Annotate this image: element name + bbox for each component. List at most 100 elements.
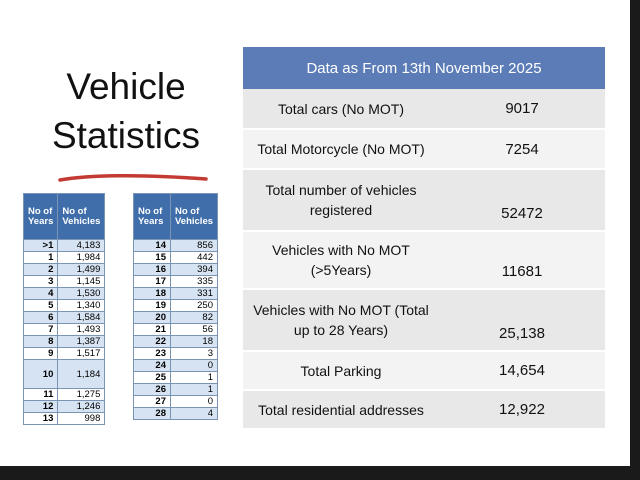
stats-row: Total cars (No MOT) 9017 xyxy=(243,89,605,130)
table-row: 11 1,275 xyxy=(22,388,106,401)
year-cell: 3 xyxy=(22,275,59,288)
year-cell: 15 xyxy=(133,251,171,264)
table-row: 5 1,340 xyxy=(22,299,106,312)
stats-value: 11681 xyxy=(439,231,605,290)
count-cell: 1 xyxy=(169,383,219,396)
table-row: 19 250 xyxy=(133,299,219,312)
year-cell: 25 xyxy=(133,371,171,384)
stats-label: Total Motorcycle (No MOT) xyxy=(243,129,439,170)
count-cell: 1,584 xyxy=(57,311,106,324)
stats-row: Total Parking 14,654 xyxy=(243,351,605,391)
year-cell: 11 xyxy=(22,388,59,401)
stats-value: 9017 xyxy=(439,89,605,130)
title-line-2: Statistics xyxy=(51,115,201,156)
count-cell: 856 xyxy=(169,239,219,252)
count-cell: 1,275 xyxy=(57,388,106,401)
table-row: 16 394 xyxy=(133,263,219,276)
table-row: >1 4,183 xyxy=(22,239,106,252)
count-cell: 0 xyxy=(169,359,219,372)
year-cell: 22 xyxy=(133,335,171,348)
stats-label: Vehicles with No MOT (Total up to 28 Yea… xyxy=(243,289,439,352)
count-cell: 1 xyxy=(169,371,219,384)
count-cell: 4,183 xyxy=(57,239,106,252)
table-row: 27 0 xyxy=(133,395,219,408)
year-cell: >1 xyxy=(22,239,59,252)
stats-value: 25,138 xyxy=(439,289,605,352)
year-cell: 17 xyxy=(133,275,171,288)
table-row: 14 856 xyxy=(133,239,219,252)
table-row: 23 3 xyxy=(133,347,219,360)
count-cell: 1,184 xyxy=(57,359,106,389)
title-line-1: Vehicle xyxy=(66,66,186,107)
table-row: 7 1,493 xyxy=(22,323,106,336)
table-row: 26 1 xyxy=(133,383,219,396)
year-cell: 12 xyxy=(22,400,59,413)
table-row: 8 1,387 xyxy=(22,335,106,348)
count-cell: 1,984 xyxy=(57,251,106,264)
year-cell: 8 xyxy=(22,335,59,348)
table-row: 3 1,145 xyxy=(22,275,106,288)
stats-value: 7254 xyxy=(439,129,605,170)
count-cell: 250 xyxy=(169,299,219,312)
stats-label: Total cars (No MOT) xyxy=(243,89,439,130)
table-row: 10 1,184 xyxy=(22,359,106,389)
count-cell: 1,145 xyxy=(57,275,106,288)
year-cell: 4 xyxy=(22,287,59,300)
count-cell: 998 xyxy=(57,412,106,425)
table-row: 4 1,530 xyxy=(22,287,106,300)
count-cell: 1,530 xyxy=(57,287,106,300)
year-cell: 27 xyxy=(133,395,171,408)
table-row: 20 82 xyxy=(133,311,219,324)
table-row: 1 1,984 xyxy=(22,251,106,264)
year-cell: 7 xyxy=(22,323,59,336)
header-no-of-vehicles: No of Vehicles xyxy=(169,193,219,240)
count-cell: 18 xyxy=(169,335,219,348)
vehicle-age-table-right: No of Years No of Vehicles 14 856 15 442 1… xyxy=(133,193,219,420)
stats-row: Total number of vehicles registered 52472 xyxy=(243,169,605,232)
stats-row: Total Motorcycle (No MOT) 7254 xyxy=(243,129,605,170)
year-cell: 9 xyxy=(22,347,59,360)
count-cell: 331 xyxy=(169,287,219,300)
count-cell: 0 xyxy=(169,395,219,408)
year-cell: 16 xyxy=(133,263,171,276)
table-row: 24 0 xyxy=(133,359,219,372)
stats-row: Vehicles with No MOT (Total up to 28 Yea… xyxy=(243,289,605,352)
stats-label: Total number of vehicles registered xyxy=(243,169,439,232)
year-cell: 6 xyxy=(22,311,59,324)
count-cell: 1,517 xyxy=(57,347,106,360)
year-cell: 24 xyxy=(133,359,171,372)
count-cell: 56 xyxy=(169,323,219,336)
table-row: 9 1,517 xyxy=(22,347,106,360)
table-row: 13 998 xyxy=(22,412,106,425)
table-row: 22 18 xyxy=(133,335,219,348)
vehicle-stats-summary-table: Data as From 13th November 2025 Total ca… xyxy=(243,47,605,430)
table-row: 15 442 xyxy=(133,251,219,264)
year-cell: 14 xyxy=(133,239,171,252)
table-row: 28 4 xyxy=(133,407,219,420)
table-row: 21 56 xyxy=(133,323,219,336)
count-cell: 1,387 xyxy=(57,335,106,348)
count-cell: 1,493 xyxy=(57,323,106,336)
count-cell: 82 xyxy=(169,311,219,324)
year-cell: 19 xyxy=(133,299,171,312)
count-cell: 335 xyxy=(169,275,219,288)
year-cell: 5 xyxy=(22,299,59,312)
stats-row: Total residential addresses 12,922 xyxy=(243,390,605,430)
stats-header: Data as From 13th November 2025 xyxy=(243,47,605,89)
stats-row: Vehicles with No MOT (>5Years) 11681 xyxy=(243,231,605,290)
slide-title: Vehicle Statistics xyxy=(20,62,232,160)
table-row: 12 1,246 xyxy=(22,400,106,413)
slide: Vehicle Statistics No of Years No of Veh… xyxy=(0,0,630,466)
count-cell: 394 xyxy=(169,263,219,276)
year-cell: 1 xyxy=(22,251,59,264)
stats-label: Total Parking xyxy=(243,351,439,391)
red-underline-stroke xyxy=(58,173,208,182)
year-cell: 13 xyxy=(22,412,59,425)
year-cell: 23 xyxy=(133,347,171,360)
vehicle-age-table-left: No of Years No of Vehicles >1 4,183 1 1,98… xyxy=(22,193,106,425)
table-row: 2 1,499 xyxy=(22,263,106,276)
header-no-of-years: No of Years xyxy=(22,193,59,240)
stats-value: 14,654 xyxy=(439,351,605,391)
year-cell: 26 xyxy=(133,383,171,396)
stats-value: 52472 xyxy=(439,169,605,232)
